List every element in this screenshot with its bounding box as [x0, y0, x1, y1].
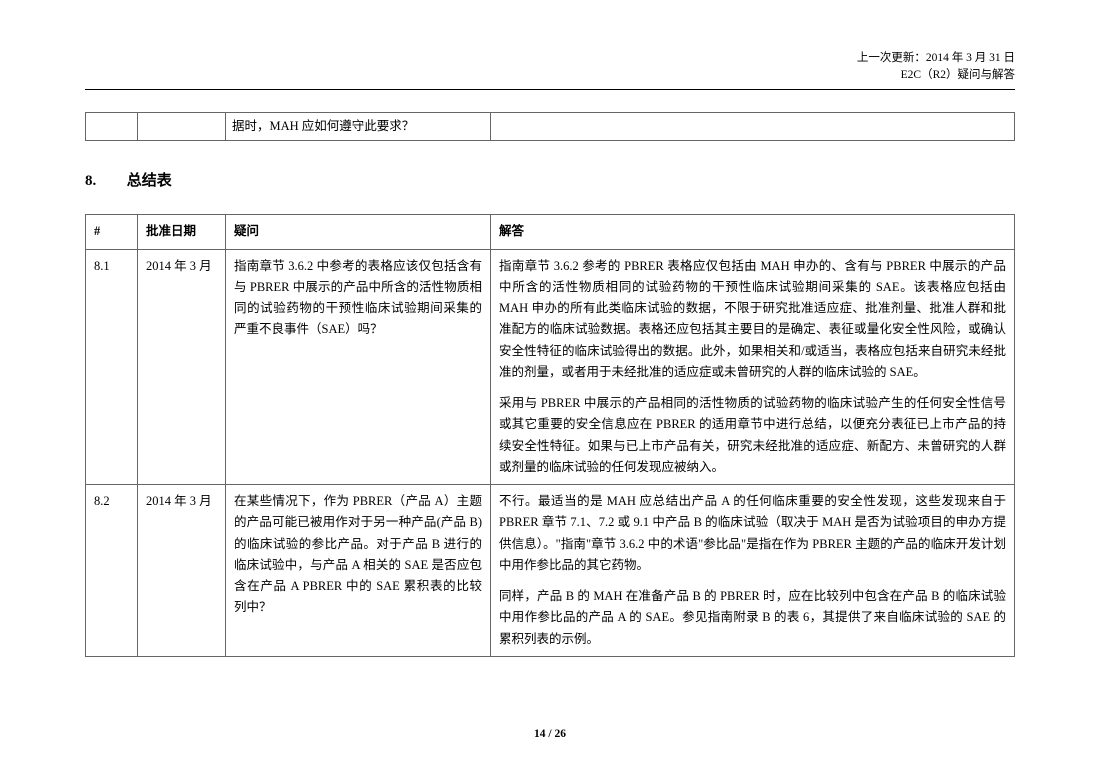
doc-reference: E2C（R2）疑问与解答	[85, 67, 1015, 84]
col-header-date: 批准日期	[138, 215, 226, 249]
cell-date: 2014 年 3 月	[138, 249, 226, 485]
cell-question: 在某些情况下，作为 PBRER（产品 A）主题的产品可能已被用作对于另一种产品(…	[226, 485, 491, 657]
cell-num: 8.1	[86, 249, 138, 485]
cell-answer: 指南章节 3.6.2 参考的 PBRER 表格应仅包括由 MAH 申办的、含有与…	[491, 249, 1015, 485]
section-title-text: 总结表	[127, 173, 172, 189]
summary-table: # 批准日期 疑问 解答 8.1 2014 年 3 月 指南章节 3.6.2 中…	[85, 214, 1015, 657]
answer-paragraph: 指南章节 3.6.2 参考的 PBRER 表格应仅包括由 MAH 申办的、含有与…	[499, 256, 1006, 384]
carryover-table-fragment: 据时，MAH 应如何遵守此要求？	[85, 112, 1015, 141]
answer-paragraph: 采用与 PBRER 中展示的产品相同的活性物质的试验药物的临床试验产生的任何安全…	[499, 393, 1006, 478]
page-header: 上一次更新：2014 年 3 月 31 日 E2C（R2）疑问与解答	[85, 50, 1015, 85]
cell-question: 指南章节 3.6.2 中参考的表格应该仅包括含有与 PBRER 中展示的产品中所…	[226, 249, 491, 485]
header-divider	[85, 89, 1015, 90]
cell-answer: 不行。最适当的是 MAH 应总结出产品 A 的任何临床重要的安全性发现，这些发现…	[491, 485, 1015, 657]
page-current: 14	[534, 728, 546, 740]
table-row: 据时，MAH 应如何遵守此要求？	[86, 112, 1015, 140]
cell-date	[138, 112, 226, 140]
col-header-question: 疑问	[226, 215, 491, 249]
cell-num	[86, 112, 138, 140]
page-total: 26	[554, 728, 566, 740]
section-heading: 8. 总结表	[85, 169, 1015, 195]
cell-date: 2014 年 3 月	[138, 485, 226, 657]
col-header-num: #	[86, 215, 138, 249]
cell-answer	[491, 112, 1015, 140]
last-update-label: 上一次更新：	[857, 52, 926, 64]
cell-question: 据时，MAH 应如何遵守此要求？	[226, 112, 491, 140]
section-number: 8.	[85, 169, 123, 195]
table-row: 8.1 2014 年 3 月 指南章节 3.6.2 中参考的表格应该仅包括含有与…	[86, 249, 1015, 485]
answer-paragraph: 同样，产品 B 的 MAH 在准备产品 B 的 PBRER 时，应在比较列中包含…	[499, 586, 1006, 650]
last-update-value: 2014 年 3 月 31 日	[926, 52, 1015, 64]
page-footer: 14 / 26	[0, 725, 1100, 745]
col-header-answer: 解答	[491, 215, 1015, 249]
answer-paragraph: 不行。最适当的是 MAH 应总结出产品 A 的任何临床重要的安全性发现，这些发现…	[499, 491, 1006, 576]
cell-num: 8.2	[86, 485, 138, 657]
table-header-row: # 批准日期 疑问 解答	[86, 215, 1015, 249]
table-row: 8.2 2014 年 3 月 在某些情况下，作为 PBRER（产品 A）主题的产…	[86, 485, 1015, 657]
